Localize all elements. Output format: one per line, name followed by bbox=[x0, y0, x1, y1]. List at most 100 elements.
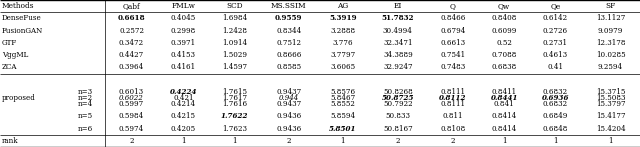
Text: 0.6838: 0.6838 bbox=[492, 63, 517, 71]
Text: 0.841: 0.841 bbox=[494, 100, 515, 108]
Text: 1.7616: 1.7616 bbox=[222, 100, 247, 108]
Text: FMLw: FMLw bbox=[172, 2, 195, 10]
Text: 0.6794: 0.6794 bbox=[440, 27, 466, 35]
Text: 13.1127: 13.1127 bbox=[596, 14, 625, 22]
Text: 9.2594: 9.2594 bbox=[598, 63, 623, 71]
Text: 51.7832: 51.7832 bbox=[381, 14, 414, 22]
Text: 5.8501: 5.8501 bbox=[329, 125, 356, 133]
Text: 50.8725: 50.8725 bbox=[381, 94, 414, 102]
Text: 3.6065: 3.6065 bbox=[330, 63, 355, 71]
Text: 0.7483: 0.7483 bbox=[440, 63, 466, 71]
Text: 0.6618: 0.6618 bbox=[118, 14, 145, 22]
Text: 2: 2 bbox=[287, 137, 291, 145]
Text: n=6: n=6 bbox=[78, 125, 93, 133]
Text: 1.5029: 1.5029 bbox=[222, 51, 247, 59]
Text: 0.4215: 0.4215 bbox=[171, 112, 196, 120]
Text: 0.8108: 0.8108 bbox=[440, 125, 466, 133]
Text: 1: 1 bbox=[232, 137, 237, 145]
Text: 0.2998: 0.2998 bbox=[171, 27, 196, 35]
Text: 0.4224: 0.4224 bbox=[170, 88, 197, 96]
Text: Methods: Methods bbox=[2, 2, 35, 10]
Text: 1.0914: 1.0914 bbox=[222, 39, 247, 47]
Text: 50.7922: 50.7922 bbox=[383, 100, 413, 108]
Text: 50.8167: 50.8167 bbox=[383, 125, 413, 133]
Text: 2: 2 bbox=[451, 137, 455, 145]
Text: 0.4045: 0.4045 bbox=[171, 14, 196, 22]
Text: Q: Q bbox=[450, 2, 456, 10]
Text: 15.3797: 15.3797 bbox=[596, 100, 625, 108]
Text: 0.944: 0.944 bbox=[278, 94, 299, 102]
Text: SCD: SCD bbox=[227, 2, 243, 10]
Text: 0.5974: 0.5974 bbox=[119, 125, 144, 133]
Text: rank: rank bbox=[2, 137, 19, 145]
Text: 50.833: 50.833 bbox=[385, 112, 410, 120]
Text: 0.8344: 0.8344 bbox=[276, 27, 301, 35]
Text: 1.4597: 1.4597 bbox=[222, 63, 247, 71]
Text: 50.8268: 50.8268 bbox=[383, 88, 413, 96]
Text: 0.421: 0.421 bbox=[173, 94, 194, 102]
Text: 0.52: 0.52 bbox=[496, 39, 512, 47]
Text: 15.4204: 15.4204 bbox=[596, 125, 625, 133]
Text: 0.6832: 0.6832 bbox=[543, 88, 568, 96]
Text: 0.3472: 0.3472 bbox=[119, 39, 144, 47]
Text: 5.8467: 5.8467 bbox=[330, 94, 355, 102]
Text: 15.3715: 15.3715 bbox=[596, 88, 625, 96]
Text: 0.3964: 0.3964 bbox=[119, 63, 144, 71]
Text: 1.7622: 1.7622 bbox=[221, 112, 248, 120]
Text: AG: AG bbox=[337, 2, 348, 10]
Text: 0.41: 0.41 bbox=[547, 63, 563, 71]
Text: n=2: n=2 bbox=[78, 94, 93, 102]
Text: 0.6099: 0.6099 bbox=[492, 27, 517, 35]
Text: 1.2428: 1.2428 bbox=[222, 27, 247, 35]
Text: 0.8466: 0.8466 bbox=[440, 14, 466, 22]
Text: ZCA: ZCA bbox=[2, 63, 17, 71]
Text: 9.0979: 9.0979 bbox=[598, 27, 623, 35]
Text: MS.SSIM: MS.SSIM bbox=[271, 2, 307, 10]
Text: Qe: Qe bbox=[550, 2, 561, 10]
Text: 1: 1 bbox=[181, 137, 186, 145]
Text: SF: SF bbox=[605, 2, 616, 10]
Text: 3.2888: 3.2888 bbox=[330, 27, 355, 35]
Text: 0.5984: 0.5984 bbox=[119, 112, 144, 120]
Text: 0.7541: 0.7541 bbox=[440, 51, 465, 59]
Text: 0.4205: 0.4205 bbox=[171, 125, 196, 133]
Text: 10.0285: 10.0285 bbox=[596, 51, 625, 59]
Text: 0.4427: 0.4427 bbox=[119, 51, 144, 59]
Text: 0.2726: 0.2726 bbox=[543, 27, 568, 35]
Text: 30.4994: 30.4994 bbox=[383, 27, 413, 35]
Text: DenseFuse: DenseFuse bbox=[2, 14, 42, 22]
Text: 2: 2 bbox=[129, 137, 134, 145]
Text: 15.5083: 15.5083 bbox=[596, 94, 625, 102]
Text: 0.7088: 0.7088 bbox=[492, 51, 517, 59]
Text: 12.3178: 12.3178 bbox=[596, 39, 625, 47]
Text: 2: 2 bbox=[396, 137, 400, 145]
Text: 0.6022: 0.6022 bbox=[119, 94, 144, 102]
Text: 0.8111: 0.8111 bbox=[440, 88, 465, 96]
Text: 3.7797: 3.7797 bbox=[330, 51, 355, 59]
Text: 0.6848: 0.6848 bbox=[543, 125, 568, 133]
Text: 0.9437: 0.9437 bbox=[276, 88, 301, 96]
Text: 0.8408: 0.8408 bbox=[492, 14, 517, 22]
Text: 0.8411: 0.8411 bbox=[492, 88, 516, 96]
Text: n=4: n=4 bbox=[78, 100, 93, 108]
Text: 0.4613: 0.4613 bbox=[543, 51, 568, 59]
Text: 1: 1 bbox=[608, 137, 612, 145]
Text: 0.3971: 0.3971 bbox=[171, 39, 196, 47]
Text: 0.4161: 0.4161 bbox=[171, 63, 196, 71]
Text: 0.9437: 0.9437 bbox=[276, 100, 301, 108]
Text: 32.3471: 32.3471 bbox=[383, 39, 413, 47]
Text: 0.6936: 0.6936 bbox=[541, 94, 569, 102]
Text: 0.8414: 0.8414 bbox=[492, 112, 517, 120]
Text: FusionGAN: FusionGAN bbox=[2, 27, 43, 35]
Text: 1.7623: 1.7623 bbox=[222, 125, 247, 133]
Text: Qw: Qw bbox=[498, 2, 510, 10]
Text: 5.8552: 5.8552 bbox=[330, 100, 355, 108]
Text: 0.5997: 0.5997 bbox=[119, 100, 144, 108]
Text: 0.8441: 0.8441 bbox=[490, 94, 518, 102]
Text: 0.6142: 0.6142 bbox=[543, 14, 568, 22]
Text: EI: EI bbox=[394, 2, 402, 10]
Text: n=5: n=5 bbox=[78, 112, 93, 120]
Text: VggML: VggML bbox=[2, 51, 28, 59]
Text: 0.8414: 0.8414 bbox=[492, 125, 517, 133]
Text: 0.2572: 0.2572 bbox=[119, 27, 144, 35]
